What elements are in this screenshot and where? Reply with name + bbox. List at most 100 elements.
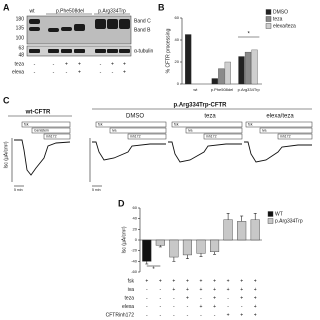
condition-sign: +: [254, 312, 257, 318]
condition-sign: +: [172, 278, 175, 284]
annotation: *: [247, 32, 250, 38]
y-tick-label: 0: [135, 237, 138, 242]
lane-header: p.Phe508del: [56, 8, 84, 14]
box-label: iva: [188, 128, 193, 132]
mw-marker: 100: [16, 35, 25, 41]
condition-sign: +: [254, 287, 257, 293]
condition-sign: -: [159, 312, 161, 318]
trace-subtitle: teza: [204, 114, 216, 120]
condition-sign: -: [34, 69, 36, 75]
box-label: inh172: [46, 134, 57, 138]
condition-sign: -: [187, 312, 189, 318]
condition-sign: -: [200, 295, 202, 301]
condition-sign: +: [172, 287, 175, 293]
legend-swatch: [265, 23, 272, 29]
condition-sign: -: [214, 312, 216, 318]
trace-title: p.Arg334Trp-CFTR: [173, 103, 227, 109]
lane-header: p.Arg334Trp: [98, 8, 126, 14]
bar: [218, 68, 225, 85]
condition-sign: +: [65, 61, 68, 67]
panel-label: C: [3, 95, 10, 105]
y-tick-label: 60: [175, 15, 180, 20]
condition-sign: -: [66, 69, 68, 75]
condition-sign: +: [123, 69, 126, 75]
condition-sign: -: [241, 304, 243, 310]
condition-sign: -: [53, 61, 55, 67]
mw-marker: 63: [18, 45, 24, 51]
bar: [196, 239, 206, 254]
condition-sign: +: [123, 61, 126, 67]
y-axis-label: Isc (µA/cm²): [3, 141, 9, 168]
band-label: Band C: [134, 18, 151, 24]
bar: [169, 239, 179, 258]
condition-label: elexa: [12, 69, 24, 75]
condition-sign: +: [240, 287, 243, 293]
condition-sign: +: [254, 295, 257, 301]
panel-label: A: [3, 2, 10, 12]
box-label: fsk: [98, 122, 103, 126]
condition-sign: +: [213, 287, 216, 293]
bar: [224, 61, 231, 85]
box-label: inh172: [280, 134, 291, 138]
condition-sign: -: [200, 312, 202, 318]
condition-sign: -: [173, 304, 175, 310]
condition-sign: +: [186, 287, 189, 293]
y-tick-label: -40: [131, 258, 138, 263]
band-label: α-tubulin: [134, 48, 154, 54]
bar: [251, 49, 258, 85]
mw-marker: 48: [18, 52, 24, 58]
y-tick-label: 0: [177, 81, 180, 86]
condition-sign: -: [159, 304, 161, 310]
bar: [142, 239, 152, 262]
condition-sign: -: [187, 304, 189, 310]
condition-sign: +: [186, 278, 189, 284]
condition-sign: -: [173, 312, 175, 318]
legend-label: teza: [273, 16, 283, 22]
condition-sign: +: [227, 278, 230, 284]
condition-sign: -: [173, 295, 175, 301]
bar: [250, 219, 260, 241]
scale-label: 5 min: [14, 188, 23, 192]
condition-sign: +: [159, 278, 162, 284]
condition-sign: -: [227, 295, 229, 301]
bar: [223, 219, 233, 241]
condition-sign: -: [146, 295, 148, 301]
box-label: iva: [112, 128, 117, 132]
condition-sign: -: [159, 295, 161, 301]
x-tick-label: p.Arg334Trp: [238, 87, 261, 92]
bar: [238, 56, 245, 85]
condition-sign: +: [111, 61, 114, 67]
bar: [237, 221, 247, 241]
box-label: inh172: [130, 134, 141, 138]
box-label: fsk: [24, 122, 29, 126]
condition-sign: +: [254, 278, 257, 284]
condition-sign: +: [227, 287, 230, 293]
y-tick-label: 60: [133, 205, 138, 210]
condition-sign: +: [254, 304, 257, 310]
panel-label: D: [118, 198, 125, 208]
y-axis-label: Isc (µA/cm²): [121, 226, 127, 253]
lane-header: wt: [30, 8, 36, 14]
panel-label: B: [158, 2, 165, 12]
condition-sign: +: [200, 287, 203, 293]
condition-label: iva: [128, 287, 135, 293]
condition-sign: +: [227, 312, 230, 318]
condition-sign: -: [112, 69, 114, 75]
legend-swatch: [267, 218, 274, 224]
y-tick-label: 20: [133, 226, 138, 231]
mw-marker: 135: [16, 25, 25, 31]
condition-label: elexa: [122, 304, 134, 310]
y-tick-label: -20: [131, 248, 138, 253]
condition-sign: -: [34, 61, 36, 67]
y-tick-label: -60: [131, 269, 138, 274]
axes: [11, 138, 102, 187]
legend-swatch: [267, 211, 274, 217]
box-label: fsk: [248, 122, 253, 126]
scale-label: 5 min: [92, 188, 101, 192]
y-tick-label: 40: [133, 216, 138, 221]
condition-label: teza: [15, 61, 25, 67]
condition-label: teza: [125, 295, 135, 301]
bar: [211, 78, 218, 85]
condition-label: fsk: [128, 278, 135, 284]
